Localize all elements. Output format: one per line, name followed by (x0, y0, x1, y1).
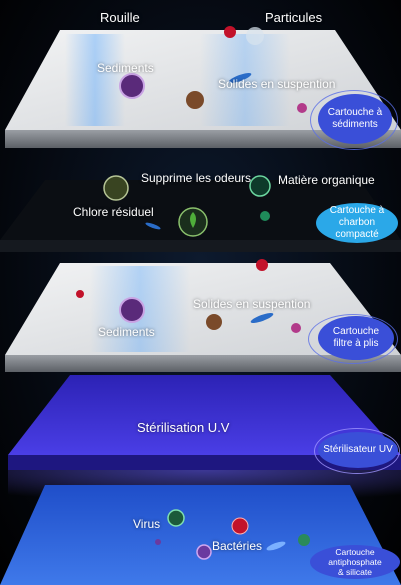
antiphosphate-cartridge-badge: Cartouche antiphosphate & silicate (310, 545, 400, 579)
cartridge-line1: Cartouche (332, 326, 380, 337)
cartridge-ring (310, 90, 398, 150)
antiphosphate-plate (0, 485, 401, 585)
cartridge-line2: sédiments (332, 119, 378, 130)
uv-title: Stérilisation U.V (137, 420, 230, 435)
pleated-plate (5, 259, 401, 372)
sediment-plate (5, 26, 401, 148)
carbon-cartridge-badge: Cartouche à charbon compacté (316, 203, 398, 243)
cartridge-line2: filtre à plis (333, 338, 379, 349)
label-sediments: Sediments (97, 61, 154, 75)
uv-cartridge-badge: Stérilisateur UV (318, 432, 398, 468)
pleated-cartridge-badge: Cartouche filtre à plis (318, 316, 394, 360)
sediment-cartridge-badge: Cartouche à sédiments (318, 94, 392, 144)
label-solides: Solides en suspention (218, 77, 336, 91)
cartridge-line2: charbon compacté (335, 217, 379, 240)
cartridge-ring (314, 428, 400, 474)
label-sediments: Sediments (98, 325, 155, 339)
cartridge-ring (308, 314, 398, 364)
cartridge-line2: & silicate (337, 567, 372, 577)
label-rouille: Rouille (100, 10, 140, 25)
label-organique: Matière organique (278, 173, 375, 187)
label-solides: Solides en suspention (193, 297, 311, 311)
label-odeurs: Supprime les odeurs (141, 171, 252, 185)
label-chlore: Chlore résiduel (73, 205, 154, 219)
cartridge-line1: Cartouche à (327, 107, 383, 118)
label-virus: Virus (133, 517, 161, 531)
cartridge-line1: Cartouche à (329, 205, 385, 216)
cartridge-line1: Stérilisateur UV (323, 444, 393, 455)
carbon-plate (0, 175, 401, 252)
label-particules: Particules (265, 10, 323, 25)
cartridge-line1: Cartouche antiphosphate (328, 547, 382, 567)
label-bacteries: Bactéries (212, 539, 263, 553)
